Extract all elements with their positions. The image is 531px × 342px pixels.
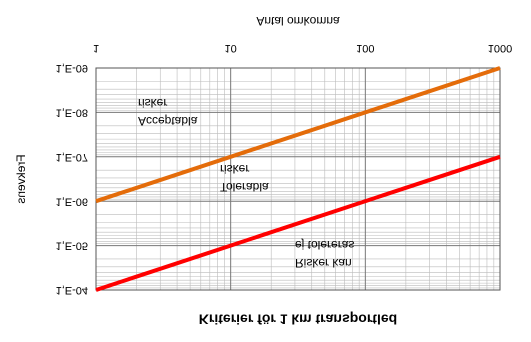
x-tick-label: 1000	[488, 42, 512, 54]
y-axis-title: Frekvens	[14, 154, 28, 203]
x-axis-title: Antal omkomna	[256, 14, 340, 28]
y-tick-label: 1,E-08	[56, 106, 88, 118]
x-tick-label: 10	[225, 42, 237, 54]
y-tick-label: 1,E-07	[56, 151, 88, 163]
y-tick-label: 1,E-09	[56, 62, 88, 74]
plot-border	[95, 67, 501, 291]
annotation: Risker kan	[295, 256, 352, 270]
series-line	[95, 154, 501, 292]
annotation: Acceptabla	[138, 114, 198, 128]
chart-title: Kriterier för 1 km transportled	[199, 311, 397, 327]
x-tick-label: 1	[93, 42, 99, 54]
series-line	[95, 66, 501, 204]
y-tick-label: 1,E-04	[56, 284, 88, 296]
x-tick-label: 100	[356, 42, 374, 54]
annotation: risker	[138, 96, 167, 110]
annotation: ej tolereras	[295, 238, 354, 252]
y-tick-label: 1,E-05	[56, 240, 88, 252]
annotation: Tolerabla	[220, 180, 269, 194]
y-tick-label: 1,E-06	[56, 195, 88, 207]
annotation: risker	[220, 162, 249, 176]
